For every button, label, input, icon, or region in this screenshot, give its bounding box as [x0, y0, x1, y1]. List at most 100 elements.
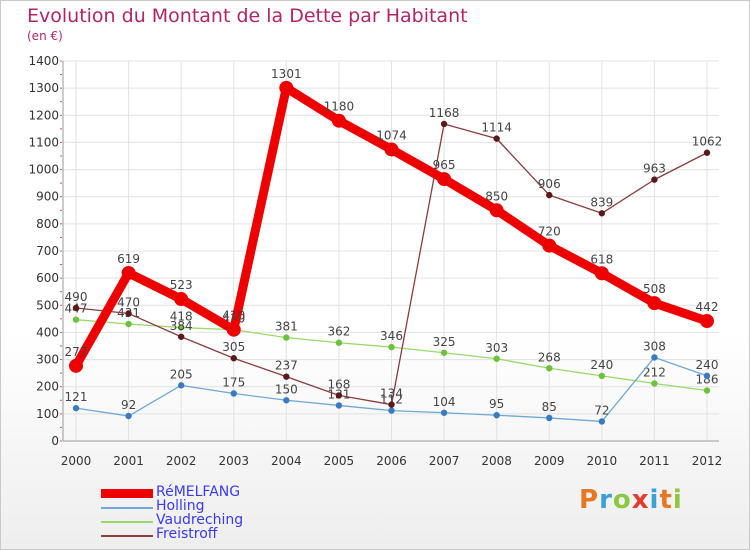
y-tick-label: 1000	[28, 163, 59, 177]
data-label: 850	[485, 189, 508, 203]
data-point	[388, 343, 395, 351]
data-point	[546, 414, 553, 422]
y-tick-label: 500	[36, 298, 59, 312]
data-point	[489, 203, 504, 218]
logo-letter: x	[631, 485, 650, 515]
data-label: 410	[222, 309, 245, 323]
y-tick-label: 800	[36, 217, 59, 231]
y-tick-label: 1200	[28, 108, 59, 122]
data-label: 268	[538, 350, 561, 364]
x-tick-label: 2003	[218, 454, 249, 468]
data-label: 839	[590, 195, 613, 209]
data-label: 1074	[376, 128, 407, 142]
data-label: 305	[222, 340, 245, 354]
legend-label: Vaudreching	[156, 512, 244, 528]
data-point	[546, 365, 553, 372]
x-tick-label: 2006	[376, 454, 407, 468]
x-tick-label: 2008	[481, 454, 512, 468]
legend-swatch	[101, 535, 153, 537]
data-label: 237	[275, 359, 298, 373]
legend-label: RéMELFANG	[156, 484, 241, 500]
data-point	[72, 304, 80, 312]
data-label: 1114	[481, 121, 512, 135]
data-point	[546, 191, 553, 199]
chart-subtitle: (en €)	[27, 29, 63, 43]
y-tick-label: 0	[51, 434, 59, 448]
data-label: 381	[275, 320, 298, 334]
x-tick-label: 2004	[271, 454, 302, 468]
data-point	[594, 266, 609, 281]
data-label: 212	[643, 365, 666, 379]
data-label: 134	[380, 387, 403, 401]
x-tick-label: 2000	[61, 454, 92, 468]
data-point	[598, 210, 606, 217]
data-point	[651, 176, 658, 183]
data-label: 965	[433, 158, 456, 172]
data-label: 325	[433, 335, 456, 349]
data-point	[440, 120, 448, 128]
data-label: 72	[594, 403, 609, 417]
x-tick-label: 2009	[534, 454, 565, 468]
x-tick-label: 2001	[113, 454, 144, 468]
x-tick-label: 2012	[692, 454, 723, 468]
data-point	[493, 135, 500, 142]
data-label: 523	[170, 278, 193, 292]
chart-title: Evolution du Montant de la Dette par Hab…	[27, 5, 468, 27]
data-point	[388, 407, 395, 414]
data-point	[703, 149, 711, 156]
data-point	[226, 322, 241, 337]
data-label: 619	[117, 252, 140, 266]
data-label: 240	[590, 358, 613, 372]
data-label: 277	[65, 345, 88, 359]
data-label: 92	[121, 398, 136, 412]
data-point	[72, 316, 80, 323]
logo-letter: r	[599, 485, 613, 515]
data-label: 618	[590, 252, 613, 266]
y-tick-label: 1400	[28, 54, 59, 68]
data-label: 906	[538, 177, 561, 191]
data-point	[598, 418, 606, 425]
data-point	[388, 401, 395, 408]
legend-swatch	[101, 507, 153, 509]
legend-swatch	[101, 489, 153, 498]
data-label: 418	[170, 310, 193, 324]
data-label: 186	[696, 373, 719, 387]
x-tick-label: 2011	[639, 454, 670, 468]
y-tick-label: 1100	[28, 135, 59, 149]
data-point	[125, 320, 132, 328]
data-point	[440, 349, 448, 356]
data-label: 508	[643, 282, 666, 296]
data-point	[121, 265, 136, 280]
x-tick-label: 2007	[429, 454, 460, 468]
data-point	[493, 412, 500, 419]
data-point	[69, 358, 83, 373]
data-label: 384	[170, 319, 193, 333]
y-tick-label: 1300	[28, 81, 59, 95]
data-point	[72, 404, 80, 412]
legend-label: Holling	[156, 498, 205, 514]
x-tick-label: 2002	[166, 454, 197, 468]
data-point	[335, 339, 343, 346]
data-point	[651, 354, 658, 361]
data-label: 1301	[271, 67, 302, 81]
data-label: 346	[380, 329, 403, 343]
data-label: 308	[643, 339, 666, 353]
logo-letter: i	[649, 485, 660, 515]
data-point	[279, 80, 294, 95]
y-tick-label: 100	[36, 407, 59, 421]
data-point	[542, 238, 557, 253]
data-point	[703, 372, 711, 380]
logo-letter: i	[672, 485, 683, 515]
data-point	[493, 355, 500, 362]
data-point	[440, 409, 448, 416]
y-tick-label: 900	[36, 190, 59, 204]
data-label: 240	[696, 358, 719, 372]
data-label: 168	[327, 377, 350, 391]
data-label: 85	[542, 400, 557, 414]
data-point	[230, 355, 237, 362]
data-label: 175	[222, 376, 245, 390]
data-point	[331, 113, 346, 128]
data-label: 470	[117, 295, 140, 309]
